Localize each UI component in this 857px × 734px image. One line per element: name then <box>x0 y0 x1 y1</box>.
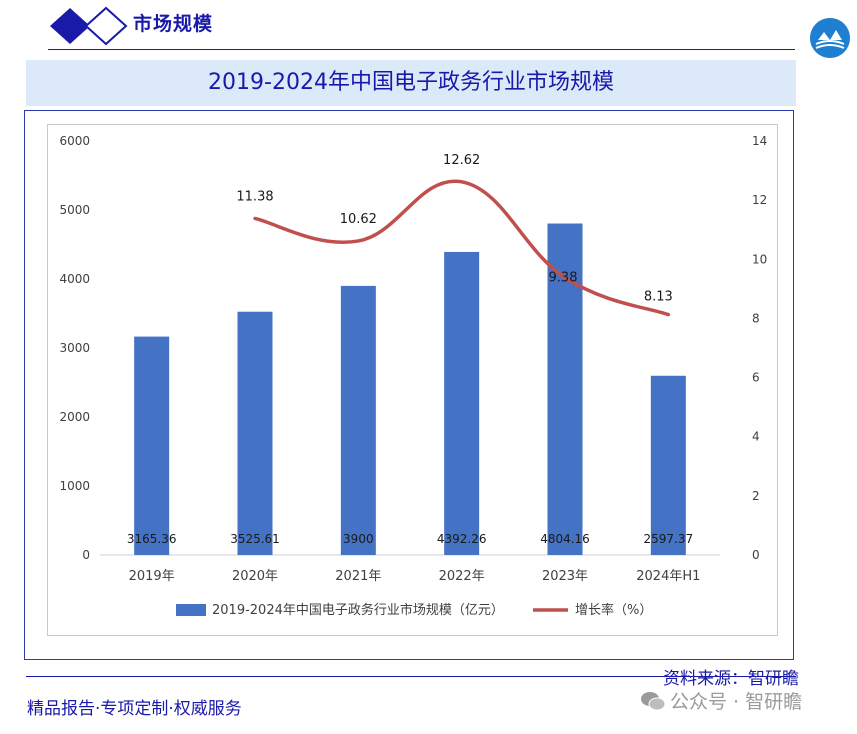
growth-rate-line <box>253 179 671 317</box>
x-tick-label: 2022年 <box>439 569 485 584</box>
bar-value-label: 3165.36 <box>127 532 177 546</box>
y-right-tick-label: 8 <box>752 311 760 325</box>
tagline: 精品报告·专项定制·权威服务 <box>27 699 242 719</box>
legend-swatch-bar <box>176 604 206 616</box>
bar-value-label: 4804.16 <box>540 532 590 546</box>
line-value-label: 8.13 <box>644 290 673 305</box>
line-value-label: 10.62 <box>340 212 377 227</box>
y-right-tick-label: 12 <box>752 193 767 207</box>
header-divider <box>48 49 795 50</box>
brand-badge-icon <box>810 18 850 58</box>
x-tick-label: 2023年 <box>542 569 588 584</box>
legend-label-bar: 2019-2024年中国电子政务行业市场规模（亿元） <box>212 602 504 618</box>
chart-title: 2019-2024年中国电子政务行业市场规模 <box>208 70 614 95</box>
chart-outer-frame <box>24 110 794 660</box>
watermark-text: 公众号 · 智研瞻 <box>670 691 803 713</box>
footer-divider <box>26 676 796 677</box>
y-right-tick-label: 14 <box>752 134 767 148</box>
brand-diamond-logo-icon <box>50 6 128 46</box>
bar-value-label: 2597.37 <box>644 532 694 546</box>
bar-value-label: 3900 <box>343 532 374 546</box>
y-right-tick-label: 10 <box>752 252 767 266</box>
y-left-tick-label: 2000 <box>59 410 90 424</box>
y-left-tick-label: 4000 <box>59 272 90 286</box>
x-tick-label: 2024年H1 <box>636 569 700 584</box>
wechat-icon <box>641 691 666 710</box>
chart-title-bar: 2019-2024年中国电子政务行业市场规模 <box>26 60 796 106</box>
line-value-label: 12.62 <box>443 153 480 168</box>
bar <box>650 375 686 555</box>
bar-value-label: 4392.26 <box>437 532 487 546</box>
x-tick-label: 2020年 <box>232 569 278 584</box>
y-right-tick-label: 6 <box>752 371 760 385</box>
y-left-tick-label: 6000 <box>59 134 90 148</box>
y-right-tick-label: 0 <box>752 548 760 562</box>
section-title: 市场规模 <box>133 13 214 35</box>
data-source: 资料来源：智研瞻 <box>663 669 799 689</box>
y-right-tick-label: 4 <box>752 430 760 444</box>
watermark: 公众号 · 智研瞻 <box>640 687 802 714</box>
y-left-tick-label: 1000 <box>59 479 90 493</box>
y-left-tick-label: 0 <box>82 548 90 562</box>
bar <box>340 285 376 555</box>
legend-label-line: 增长率（%） <box>575 602 652 618</box>
bar-value-label: 3525.61 <box>230 532 280 546</box>
chart-plot-frame <box>47 124 778 636</box>
y-right-tick-label: 2 <box>752 489 760 503</box>
y-left-tick-label: 5000 <box>59 203 90 217</box>
bar <box>134 336 170 555</box>
bar <box>237 311 273 555</box>
bar <box>444 251 480 555</box>
x-tick-label: 2019年 <box>129 569 175 584</box>
x-tick-label: 2021年 <box>335 569 381 584</box>
line-value-label: 11.38 <box>236 189 273 204</box>
y-left-tick-label: 3000 <box>59 341 90 355</box>
line-value-label: 9.38 <box>549 271 578 286</box>
